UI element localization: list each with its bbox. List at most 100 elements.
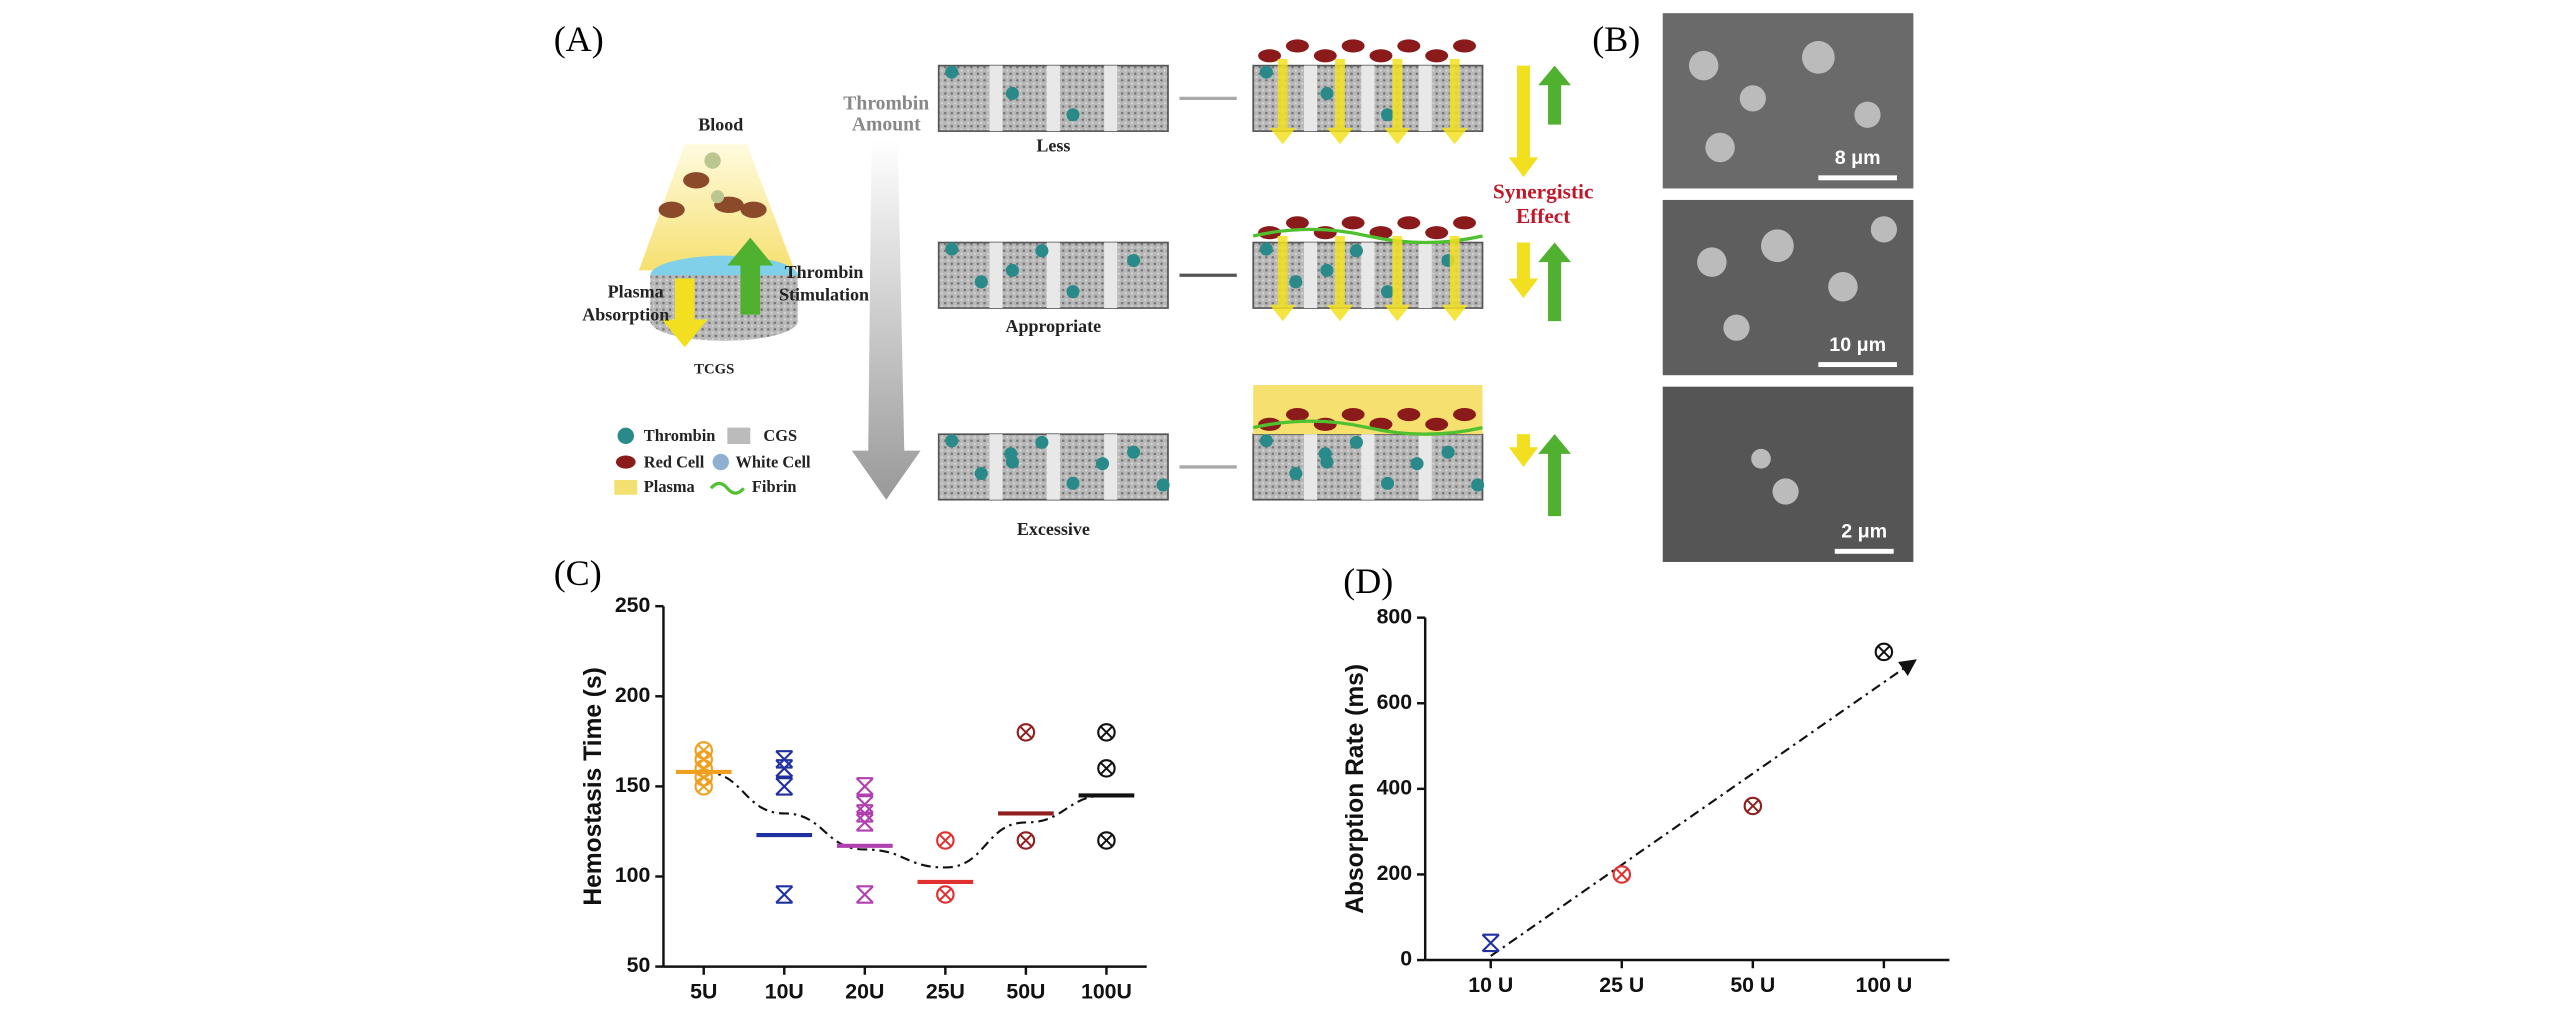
absorption-arrow <box>1508 434 1539 467</box>
data-point <box>1097 831 1116 850</box>
red-cell <box>1313 49 1337 63</box>
label: Synergistic <box>1493 179 1593 203</box>
data-point <box>936 831 955 850</box>
data-point <box>1743 796 1763 816</box>
absorption-arrow <box>1508 242 1539 299</box>
thrombin <box>1259 434 1273 448</box>
data-point <box>1612 865 1632 884</box>
thrombin <box>1380 476 1395 490</box>
thrombin <box>1320 263 1334 277</box>
panel-label: (C) <box>554 553 602 593</box>
pore <box>1104 434 1118 500</box>
flow <box>1441 59 1468 145</box>
thrombin <box>1349 435 1363 449</box>
data-point <box>936 885 955 904</box>
thrombin <box>945 65 959 79</box>
data-point <box>1481 933 1500 953</box>
row-illustrations <box>937 39 1571 517</box>
fibrin <box>1252 419 1483 436</box>
pore <box>1046 65 1060 132</box>
x-tick-label: 5U <box>690 979 717 1003</box>
y-tick-label: 0 <box>1400 947 1412 971</box>
y-tick-label: 150 <box>615 773 651 797</box>
trend-line <box>703 770 1107 869</box>
y-axis-label: Absorption Rate (ms) <box>1342 664 1369 914</box>
pore <box>1418 434 1432 500</box>
marker-shape <box>938 888 952 901</box>
thrombin <box>1471 478 1485 492</box>
absorption-arrow <box>1508 65 1539 177</box>
red-cell <box>1453 216 1476 230</box>
marker-shape <box>1746 799 1760 813</box>
thrombin <box>974 275 988 289</box>
legend-label: Red Cell <box>644 452 705 471</box>
marker-shape <box>936 831 955 850</box>
pore <box>1104 65 1118 132</box>
thrombin <box>1127 445 1141 459</box>
thrombin <box>1035 435 1049 449</box>
y-tick-label: 50 <box>627 953 651 977</box>
pore <box>1046 434 1060 500</box>
marker-shape <box>1019 725 1033 739</box>
flow <box>1269 59 1296 145</box>
y-tick-label: 800 <box>1377 604 1413 628</box>
thrombin <box>1095 457 1110 471</box>
marker-shape <box>1097 831 1116 850</box>
row-label: Less <box>1036 136 1070 156</box>
data-point <box>855 813 874 832</box>
label: Thrombin <box>785 262 864 282</box>
red-cell <box>1285 216 1309 230</box>
x-tick-label: 10U <box>765 979 804 1003</box>
fibrin <box>1252 227 1483 245</box>
marker-shape <box>1100 761 1113 775</box>
flow <box>1441 235 1468 322</box>
thrombin <box>1320 86 1334 101</box>
pore <box>1104 242 1118 309</box>
marker-shape <box>936 885 955 904</box>
thrombin <box>1005 86 1019 101</box>
red-cell <box>1397 407 1421 422</box>
data-point <box>775 777 794 796</box>
data-point <box>775 885 794 904</box>
thrombin <box>1289 275 1303 289</box>
legend-label: White Cell <box>736 452 811 471</box>
marker-shape <box>938 834 952 847</box>
y-tick-label: 200 <box>1377 861 1413 885</box>
label: Blood <box>698 114 743 134</box>
thrombin <box>1289 466 1303 481</box>
marker-shape <box>1874 642 1894 662</box>
thrombin <box>974 466 988 481</box>
x-tick-label: 25 U <box>1599 973 1644 997</box>
marker-shape <box>855 885 874 904</box>
x-tick-label: 100U <box>1081 979 1132 1003</box>
amount-arrow <box>851 139 921 500</box>
data-point <box>1016 723 1036 742</box>
red-cell <box>1369 49 1393 63</box>
marker-shape <box>1100 834 1113 847</box>
y-tick-label: 100 <box>615 863 651 887</box>
pore <box>1361 242 1375 309</box>
charts: 50 100 150 200 250 5U 10U 20U 25U 50U 100U Hemostas… <box>580 593 1950 1003</box>
red-cell <box>1425 417 1449 431</box>
data-point <box>1016 831 1036 850</box>
thrombin <box>1066 285 1080 299</box>
marker-shape <box>1612 865 1632 884</box>
thrombin <box>1156 478 1170 492</box>
thrombin <box>1127 253 1141 268</box>
thrombin <box>1410 457 1424 471</box>
marker-shape <box>775 777 794 796</box>
label: TCGS <box>694 362 734 378</box>
data-point <box>855 777 874 796</box>
label: Plasma <box>608 281 664 301</box>
legend-label: Thrombin <box>644 426 716 445</box>
red-cell <box>1285 39 1309 53</box>
legend-label: Plasma <box>644 477 695 496</box>
tcgs-illustration <box>638 144 798 348</box>
marker-shape <box>855 777 874 796</box>
marker-shape <box>855 813 874 832</box>
thrombin <box>1004 447 1018 461</box>
red-cell <box>1425 49 1449 63</box>
thrombin <box>1035 244 1049 258</box>
flow <box>1326 59 1354 145</box>
